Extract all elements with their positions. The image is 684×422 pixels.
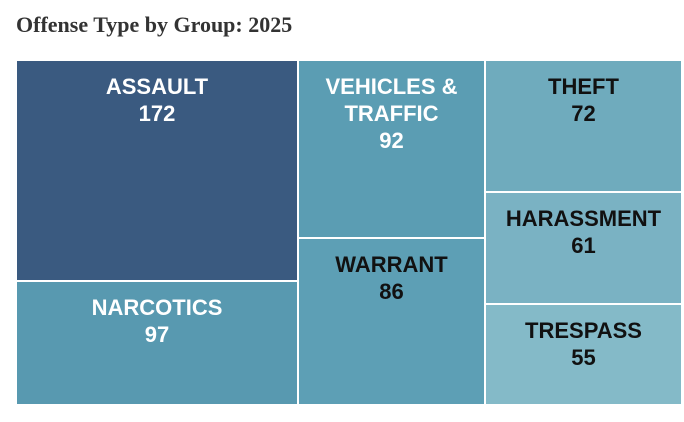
- treemap: ASSAULT 172 NARCOTICS 97 VEHICLES & TRAFFIC 9…: [16, 60, 682, 405]
- treemap-tile-trespass: TRESPASS 55: [485, 304, 682, 405]
- tile-label: THEFT: [548, 74, 619, 99]
- treemap-tile-vehicles-traffic: VEHICLES & TRAFFIC 92: [298, 60, 485, 238]
- tile-value: 97: [144, 322, 170, 347]
- tile-label: TRESPASS: [525, 318, 642, 343]
- chart-title: Offense Type by Group: 2025: [16, 12, 293, 37]
- tile-value: 92: [379, 128, 404, 153]
- treemap-tile-warrant: WARRANT 86: [298, 238, 485, 405]
- treemap-tile-narcotics: NARCOTICS 97: [16, 281, 298, 405]
- tile-label: ASSAULT: [105, 74, 209, 99]
- treemap-tile-theft: THEFT 72: [485, 60, 682, 192]
- tile-value: 172: [138, 101, 176, 126]
- tile-label: VEHICLES & TRAFFIC: [325, 74, 458, 126]
- tile-label: HARASSMENT: [505, 206, 662, 231]
- tile-value: 61: [571, 233, 596, 258]
- treemap-tile-harassment: HARASSMENT 61: [485, 192, 682, 304]
- tile-value: 55: [571, 345, 596, 370]
- tile-value: 72: [571, 101, 596, 126]
- tile-value: 86: [379, 279, 404, 304]
- tile-label: WARRANT: [335, 252, 448, 277]
- tile-label: NARCOTICS: [91, 295, 223, 320]
- treemap-tile-assault: ASSAULT 172: [16, 60, 298, 281]
